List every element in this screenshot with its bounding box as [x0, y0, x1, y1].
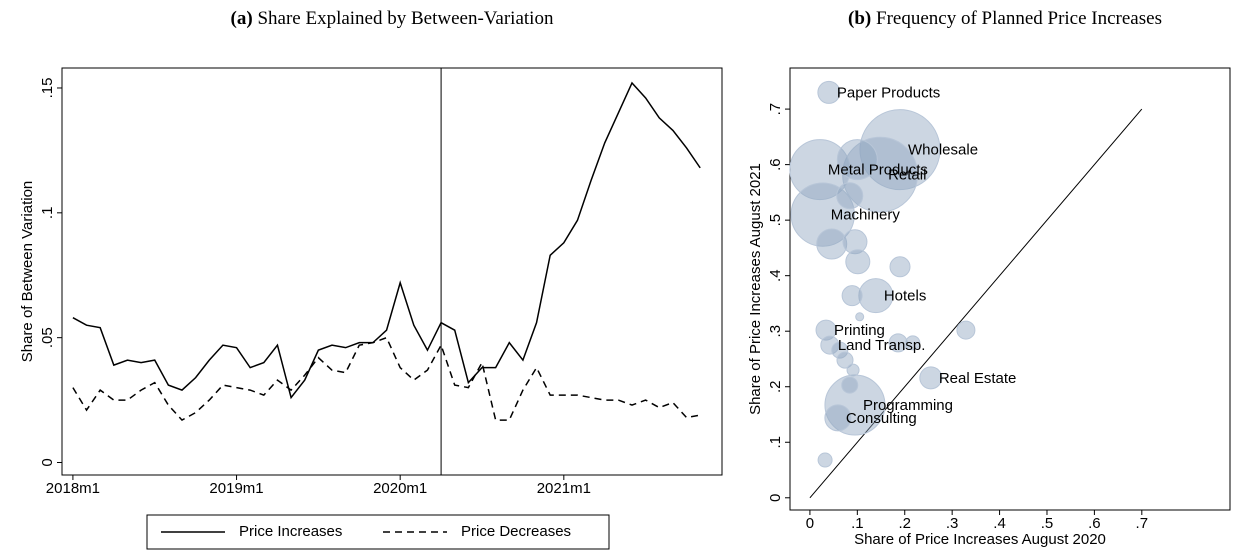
bubble: [817, 452, 833, 468]
y-tick-label: .7: [767, 103, 784, 116]
panel-label: (a): [231, 8, 253, 29]
legend-label: Price Increases: [239, 523, 342, 540]
bubble: [816, 228, 848, 260]
panel-title: (b) Frequency of Planned Price Increases: [848, 8, 1162, 29]
bubble: [841, 376, 859, 394]
y-tick-label: .2: [767, 380, 784, 393]
bubble-label: Real Estate: [939, 370, 1017, 387]
x-tick-label: .6: [1088, 515, 1101, 532]
y-axis-title: Share of Between Variation: [19, 181, 36, 363]
bubble-label: Machinery: [831, 207, 901, 224]
x-tick-label: 2020m1: [373, 480, 427, 497]
bubble-label: Consulting: [846, 410, 917, 427]
x-tick-label: 2018m1: [46, 480, 100, 497]
x-tick-label: .7: [1136, 515, 1149, 532]
bubble-label: Wholesale: [908, 142, 978, 159]
y-tick-label: .5: [767, 214, 784, 227]
x-tick-label: 2019m1: [209, 480, 263, 497]
y-tick-label: 0: [39, 458, 56, 466]
y-tick-label: .15: [39, 78, 56, 99]
bubble-label: Paper Products: [837, 84, 940, 101]
bubble: [836, 351, 854, 369]
y-tick-label: .1: [39, 207, 56, 220]
bubble: [855, 312, 865, 322]
bubble: [905, 335, 921, 351]
bubble-label: Land Transp.: [838, 337, 926, 354]
bubble: [820, 335, 840, 355]
bubble: [824, 404, 852, 432]
bubble: [817, 80, 841, 104]
x-tick-label: 0: [806, 515, 814, 532]
bubble-label: Printing: [834, 322, 885, 339]
bubble: [846, 363, 860, 377]
bubble: [889, 256, 911, 278]
legend-label: Price Decreases: [461, 523, 571, 540]
x-tick-label: .2: [898, 515, 911, 532]
bubble: [815, 319, 837, 341]
x-tick-label: .5: [1041, 515, 1054, 532]
bubble: [919, 366, 943, 390]
plot-frame: [61, 67, 723, 476]
bubble-label: Metal Products: [828, 162, 928, 179]
plot-frame: [789, 67, 1231, 511]
bubble: [789, 139, 851, 201]
series-line: [72, 336, 701, 422]
x-tick-label: .3: [946, 515, 959, 532]
bubble: [858, 278, 894, 314]
bubble-label: Programming: [863, 397, 953, 414]
bubble: [836, 182, 864, 210]
x-tick-label: .1: [851, 515, 864, 532]
bubble: [842, 229, 868, 255]
y-tick-label: 0: [767, 494, 784, 502]
y-axis-title: Share of Price Increases August 2021: [747, 163, 764, 415]
bubble: [956, 320, 976, 340]
y-tick-label: .3: [767, 325, 784, 338]
x-tick-label: .4: [993, 515, 1006, 532]
bubble: [888, 333, 908, 353]
y-tick-label: .1: [767, 436, 784, 449]
x-tick-label: 2021m1: [537, 480, 591, 497]
y-tick-label: .05: [39, 327, 56, 348]
panel-title: (a) Share Explained by Between-Variation: [231, 8, 554, 29]
series-line: [72, 81, 701, 400]
y-tick-label: .6: [767, 158, 784, 171]
bubble: [836, 139, 878, 181]
bubble: [824, 374, 886, 436]
panel-label: (b): [848, 8, 871, 29]
bubble-label: Hotels: [884, 288, 927, 305]
bubble: [845, 249, 871, 275]
bubble-label: Retail: [888, 167, 926, 184]
y-tick-label: .4: [767, 269, 784, 282]
bubble: [859, 109, 941, 191]
bubble: [841, 285, 863, 307]
x-axis-title: Share of Price Increases August 2020: [854, 531, 1106, 548]
panel-title-text: Frequency of Planned Price Increases: [876, 8, 1162, 29]
bubble: [842, 136, 919, 213]
bubble: [831, 341, 849, 359]
panel-title-text: Share Explained by Between-Variation: [257, 8, 553, 29]
